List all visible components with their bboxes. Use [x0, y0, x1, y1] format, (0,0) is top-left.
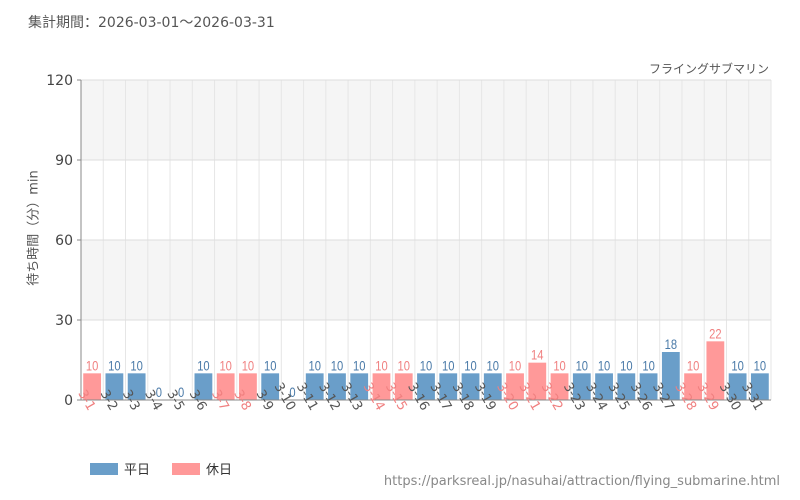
bar	[661, 352, 680, 400]
bar	[483, 373, 502, 400]
legend: 平日 休日	[90, 459, 254, 478]
bar	[595, 373, 613, 400]
y-tick-label: 60	[55, 233, 73, 249]
value-label: 10	[442, 358, 454, 373]
bar	[728, 373, 747, 400]
value-label: 10	[487, 358, 499, 373]
bar	[350, 373, 369, 400]
value-label: 10	[731, 358, 743, 373]
y-tick-label: 90	[55, 153, 73, 169]
legend-swatch-weekday	[90, 462, 118, 475]
value-label: 10	[598, 358, 610, 373]
value-label: 10	[108, 358, 120, 373]
bar	[684, 373, 702, 400]
bar	[216, 373, 235, 400]
axes	[77, 79, 771, 401]
value-label: 0	[156, 385, 162, 400]
value-label: 0	[178, 385, 184, 400]
chart-title: フライングサブマリン	[648, 62, 769, 76]
value-label: 10	[353, 358, 365, 373]
legend-swatch-holiday	[172, 462, 201, 475]
value-label: 0	[289, 385, 295, 400]
bar	[439, 373, 458, 400]
source-url[interactable]: https://parksreal.jp/nasuhai/attraction/…	[383, 474, 780, 489]
grid-lines	[80, 79, 772, 401]
value-label: 10	[130, 358, 142, 373]
value-label: 10	[242, 358, 254, 373]
plot-band	[81, 240, 771, 320]
bars	[83, 341, 769, 400]
value-label: 10	[197, 358, 209, 373]
value-label: 10	[553, 358, 565, 373]
value-label: 14	[531, 348, 543, 363]
value-label: 10	[620, 358, 632, 373]
value-label: 10	[375, 358, 387, 373]
value-label: 22	[709, 326, 721, 341]
legend-label-holiday: 休日	[206, 463, 233, 478]
plot-band	[81, 160, 771, 240]
bar	[328, 373, 346, 400]
value-label: 10	[219, 358, 231, 373]
bar	[305, 373, 324, 400]
plot-band	[81, 80, 771, 160]
value-label: 10	[308, 358, 320, 373]
y-tick-label: 0	[64, 393, 73, 409]
value-label: 10	[420, 358, 432, 373]
bar	[194, 373, 213, 400]
bar	[506, 373, 524, 400]
value-label: 10	[398, 358, 410, 373]
bar	[105, 373, 124, 400]
bar	[528, 362, 547, 400]
value-label: 10	[754, 358, 766, 373]
bar	[127, 373, 146, 400]
value-label: 10	[331, 358, 343, 373]
value-labels: 10 10 10 0 0 10 10 10 10 0 10 10 10 10 10 10 10 10 10 10 14 1…	[86, 326, 766, 400]
bar	[572, 373, 591, 400]
bar	[750, 373, 769, 400]
bar	[617, 373, 636, 400]
bar	[639, 373, 658, 400]
bar	[83, 373, 102, 400]
bar	[372, 373, 391, 400]
value-label: 10	[642, 358, 654, 373]
y-tick-labels: 0 30 60 90 120	[46, 73, 73, 409]
value-label: 10	[264, 358, 276, 373]
bar	[706, 341, 725, 400]
bar	[239, 373, 257, 400]
legend-item-holiday[interactable]: 休日	[172, 459, 232, 478]
y-tick-label: 120	[46, 73, 73, 89]
value-label: 10	[576, 358, 588, 373]
bar	[417, 373, 435, 400]
bar	[261, 373, 280, 400]
legend-label-weekday: 平日	[124, 463, 151, 478]
y-tick-label: 30	[55, 313, 73, 329]
value-label: 10	[464, 358, 476, 373]
bar	[394, 373, 413, 400]
value-label: 10	[509, 358, 521, 373]
value-label: 10	[687, 358, 699, 373]
value-label: 10	[86, 358, 98, 373]
legend-item-weekday[interactable]: 平日	[90, 459, 150, 478]
period-label: 集計期間：2026-03-01～2026-03-31	[28, 15, 275, 31]
value-label: 18	[665, 337, 677, 352]
bar	[550, 373, 569, 400]
bar	[461, 373, 480, 400]
